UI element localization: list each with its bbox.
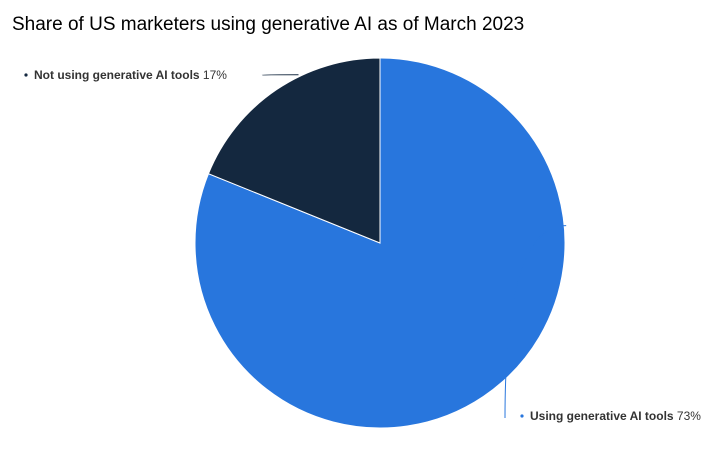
pie-slice-not-using (207, 57, 381, 244)
label-bullet-not-using (24, 73, 28, 77)
slice-label-not-using: Not using generative AI tools 17% (34, 68, 227, 82)
label-bullet-using (520, 414, 524, 418)
slice-label-name: Not using generative AI tools (34, 68, 203, 82)
connector-line-using (504, 225, 567, 419)
slice-label-name: Using generative AI tools (530, 409, 677, 423)
chart-title: Share of US marketers using generative A… (12, 14, 525, 35)
slice-label-using: Using generative AI tools 73% (530, 409, 701, 423)
slice-label-value: 73% (677, 409, 701, 423)
slice-label-value: 17% (203, 68, 227, 82)
